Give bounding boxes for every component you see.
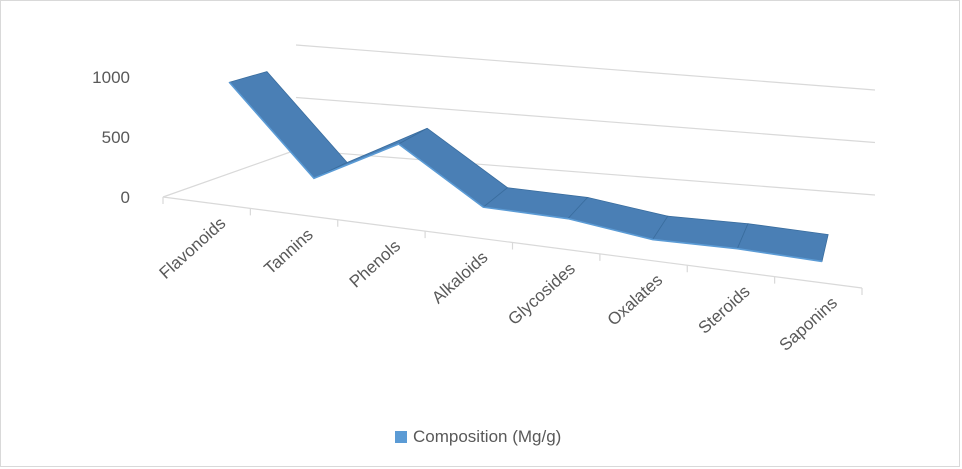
- category-label: Steroids: [695, 282, 754, 338]
- category-label: Flavonoids: [156, 214, 230, 283]
- category-label: Glycosides: [504, 259, 578, 329]
- category-label: Oxalates: [604, 270, 667, 329]
- ribbon-segment: [651, 215, 749, 250]
- ribbon-front-edge: [228, 81, 823, 263]
- legend: Composition (Mg/g): [395, 427, 561, 447]
- ribbon-segment: [567, 196, 669, 241]
- legend-label: Composition (Mg/g): [413, 427, 562, 446]
- category-label: Phenols: [346, 236, 404, 291]
- category-label: Tannins: [260, 225, 316, 278]
- y-tick-label: 1000: [92, 68, 130, 87]
- gridline-back: [295, 149, 876, 196]
- y-tick-label: 500: [102, 128, 130, 147]
- category-label: Saponins: [776, 293, 841, 355]
- category-label: Alkaloids: [428, 248, 491, 308]
- y-tick-label: 0: [121, 188, 130, 207]
- floor-edge-left: [162, 149, 297, 198]
- ribbon-segment: [397, 127, 509, 208]
- gridline-back: [295, 44, 876, 91]
- gridline-back: [295, 96, 876, 144]
- series-ribbon: [228, 71, 829, 263]
- legend-swatch: [395, 431, 407, 443]
- ribbon-segment: [228, 71, 348, 179]
